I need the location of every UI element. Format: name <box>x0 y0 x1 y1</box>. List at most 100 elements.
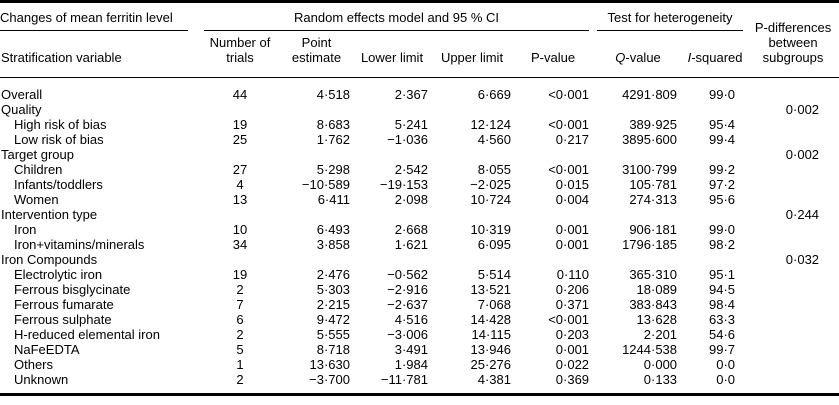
cell-p-differences <box>747 267 839 282</box>
cell-lower-limit: 1·621 <box>394 237 428 252</box>
cell-point-estimate <box>280 252 353 267</box>
cell-lower-limit <box>353 102 431 117</box>
spanner-heterogeneity-label: Test for heterogeneity <box>597 10 744 31</box>
cell-i-squared: 99·2 <box>709 162 736 177</box>
table-row: Others 1 13·630 1·984 25·276 0·022 0·000 0·0 <box>0 357 839 372</box>
cell-number-of-trials <box>200 207 280 222</box>
cell-point-estimate: 4·518 <box>316 87 350 102</box>
cell-q-value: 2·201 <box>643 327 678 342</box>
table-row: Ferrous bisglycinate 2 5·303 −2·916 13·521 0·… <box>0 282 839 297</box>
cell-p-differences <box>747 342 839 357</box>
cell-p-value: 0·001 <box>555 342 590 357</box>
cell-lower-limit: 2·367 <box>394 87 428 102</box>
row-label: Iron <box>14 222 37 237</box>
cell-q-value: 4291·809 <box>622 87 678 102</box>
cell-i-squared <box>683 147 747 162</box>
cell-q-value: 1796·185 <box>622 237 678 252</box>
cell-lower-limit <box>353 147 431 162</box>
row-label: High risk of bias <box>14 117 107 132</box>
cell-p-value <box>513 252 593 267</box>
table-row: Ferrous fumarate 7 2·215 −2·637 7·068 0·371 38… <box>0 297 839 312</box>
cell-q-value: 389·925 <box>629 117 678 132</box>
table-row: Iron Compounds 0·032 <box>0 252 839 267</box>
spanner-row: Changes of mean ferritin level Random ef… <box>0 1 839 78</box>
cell-q-value: 0·000 <box>643 357 678 372</box>
cell-p-differences: 0·032 <box>785 252 820 267</box>
cell-number-of-trials <box>200 252 280 267</box>
cell-i-squared: 54·6 <box>709 327 736 342</box>
cell-upper-limit: 13·946 <box>470 342 511 357</box>
cell-point-estimate: 9·472 <box>316 312 350 327</box>
table-header: Changes of mean ferritin level Random ef… <box>0 1 839 78</box>
cell-number-of-trials: 34 <box>232 237 248 252</box>
cell-number-of-trials: 1 <box>236 357 244 372</box>
cell-upper-limit: 13·521 <box>470 282 511 297</box>
cell-p-differences <box>747 222 839 237</box>
table-row: Infants/toddlers 4 −10·589 −19·153 −2·025 0·0… <box>0 177 839 192</box>
cell-upper-limit <box>431 147 513 162</box>
cell-point-estimate: 6·493 <box>316 222 350 237</box>
cell-i-squared: 98·2 <box>709 237 736 252</box>
cell-p-value: 0·001 <box>555 222 590 237</box>
cell-i-squared <box>683 252 747 267</box>
cell-i-squared: 98·4 <box>709 297 736 312</box>
cell-p-differences <box>747 327 839 342</box>
q-italic: Q <box>615 50 626 65</box>
cell-p-differences <box>747 162 839 177</box>
cell-p-value: <0·001 <box>548 162 590 177</box>
cell-p-value: 0·206 <box>555 282 590 297</box>
cell-number-of-trials: 4 <box>236 177 244 192</box>
table-row: Women 13 6·411 2·098 10·724 0·004 274·313 95·6 <box>0 192 839 207</box>
cell-point-estimate: 1·762 <box>316 132 350 147</box>
cell-upper-limit <box>431 252 513 267</box>
cell-q-value <box>593 207 683 222</box>
cell-number-of-trials: 2 <box>236 327 244 342</box>
cell-upper-limit: 6·669 <box>477 87 511 102</box>
cell-q-value: 906·181 <box>629 222 678 237</box>
cell-q-value: 383·843 <box>629 297 678 312</box>
cell-p-differences <box>747 237 839 252</box>
cell-upper-limit: 4·560 <box>477 132 511 147</box>
row-label: Unknown <box>14 372 69 387</box>
cell-lower-limit: 3·491 <box>394 342 428 357</box>
cell-p-value <box>513 147 593 162</box>
cell-number-of-trials: 19 <box>232 267 248 282</box>
cell-q-value: 105·781 <box>629 177 678 192</box>
cell-point-estimate: 2·476 <box>316 267 350 282</box>
cell-q-value: 18·089 <box>636 282 678 297</box>
row-label: Women <box>14 192 59 207</box>
cell-p-value <box>513 102 593 117</box>
column-header-row: Stratification variable Number of trials… <box>0 31 839 78</box>
table-body: Overall 44 4·518 2·367 6·669 <0·001 4291·809 99… <box>0 78 839 395</box>
cell-point-estimate: 3·858 <box>316 237 350 252</box>
row-label: Iron+vitamins/minerals <box>14 237 145 252</box>
cell-point-estimate: 5·303 <box>316 282 350 297</box>
row-label: Ferrous sulphate <box>14 312 112 327</box>
cell-p-value: 0·203 <box>555 327 590 342</box>
row-label: Children <box>14 162 63 177</box>
cell-number-of-trials: 10 <box>232 222 248 237</box>
cell-q-value: 1244·538 <box>622 342 678 357</box>
cell-upper-limit: 10·319 <box>470 222 511 237</box>
cell-lower-limit: 1·984 <box>394 357 428 372</box>
group-row-label: Overall <box>1 87 43 102</box>
cell-number-of-trials: 44 <box>232 87 248 102</box>
cell-lower-limit: 2·668 <box>394 222 428 237</box>
row-label: Ferrous bisglycinate <box>14 282 131 297</box>
cell-lower-limit: −11·781 <box>380 372 428 387</box>
cell-p-value: 0·015 <box>555 177 590 192</box>
cell-i-squared: 0·0 <box>716 357 736 372</box>
cell-lower-limit: −2·916 <box>387 282 428 297</box>
cell-i-squared: 95·1 <box>709 267 736 282</box>
spanner-test-for-heterogeneity: Test for heterogeneity <box>593 2 747 31</box>
cell-number-of-trials: 19 <box>232 117 248 132</box>
cell-p-value <box>513 207 593 222</box>
column-header-q-value: Q-value <box>593 31 684 78</box>
cell-number-of-trials: 25 <box>232 132 248 147</box>
cell-p-differences <box>747 357 839 372</box>
cell-p-value: <0·001 <box>548 87 590 102</box>
group-row-label: Target group <box>1 147 74 162</box>
cell-upper-limit: 12·124 <box>470 117 511 132</box>
cell-point-estimate: −3·700 <box>309 372 350 387</box>
cell-lower-limit: −19·153 <box>379 177 428 192</box>
